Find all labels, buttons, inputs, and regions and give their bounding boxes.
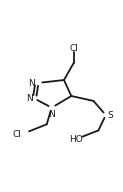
- Text: N: N: [26, 94, 33, 103]
- Text: S: S: [107, 111, 113, 120]
- Text: HO: HO: [69, 135, 83, 144]
- Text: N: N: [48, 109, 55, 118]
- Text: N: N: [28, 79, 35, 88]
- Text: Cl: Cl: [12, 130, 21, 139]
- Text: Cl: Cl: [69, 44, 78, 53]
